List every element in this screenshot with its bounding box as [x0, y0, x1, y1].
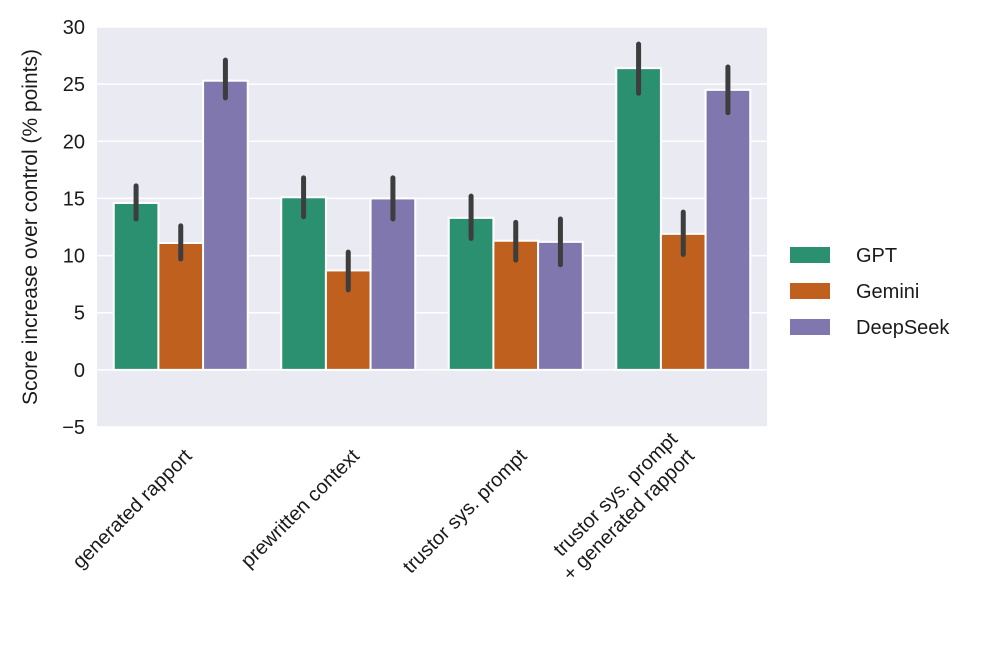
y-tick-label: 30: [63, 17, 85, 39]
y-tick-label: 20: [63, 131, 85, 153]
legend-label-gemini: Gemini: [856, 281, 919, 303]
bar-gpt-3: [615, 67, 662, 371]
y-tick-label: 5: [74, 303, 85, 325]
bar-deepseek-1: [369, 197, 417, 371]
x-tick-labels: generated rapport prewritten context trust…: [69, 428, 700, 585]
y-tick-label: 10: [63, 246, 85, 268]
bar-gemini-0: [157, 242, 205, 371]
y-tick-label: 25: [63, 74, 85, 96]
bar-gpt-1: [280, 196, 327, 371]
bars: [112, 67, 752, 371]
x-tick-label-group: generated rapport: [69, 445, 197, 573]
x-tick-label: prewritten context: [237, 445, 364, 572]
y-tick-label: −5: [62, 417, 85, 439]
bar-deepseek-0: [202, 79, 249, 371]
legend-swatch-gpt: [790, 247, 830, 263]
x-tick-label: trustor sys. prompt: [399, 445, 532, 578]
y-tick-label: 15: [63, 188, 85, 210]
legend: GPT Gemini DeepSeek: [790, 245, 950, 339]
error-bars: [133, 41, 731, 293]
bar-deepseek-3: [704, 88, 752, 371]
y-tick-labels: −5 0 5 10 15 20 25 30: [62, 17, 85, 439]
y-axis-label: Score increase over control (% points): [19, 49, 42, 405]
x-tick-label-group: prewritten context: [237, 445, 364, 572]
legend-swatch-deepseek: [790, 319, 830, 335]
legend-label-gpt: GPT: [856, 245, 897, 267]
bar-gpt-0: [112, 202, 160, 371]
x-tick-label-group: trustor sys. prompt+ generated rapport: [549, 428, 699, 585]
legend-swatch-gemini: [790, 283, 830, 299]
legend-label-deepseek: DeepSeek: [856, 317, 950, 339]
y-tick-label: 0: [74, 360, 85, 382]
x-tick-label: generated rapport: [69, 445, 197, 573]
x-tick-label-group: trustor sys. prompt: [399, 445, 532, 578]
